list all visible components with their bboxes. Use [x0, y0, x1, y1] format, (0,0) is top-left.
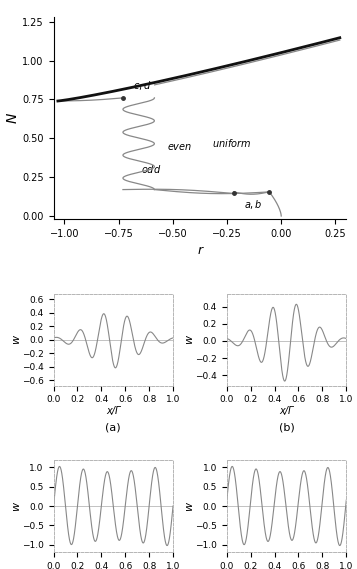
Y-axis label: w: w: [184, 501, 194, 510]
X-axis label: x/Γ: x/Γ: [106, 406, 120, 415]
Text: (a): (a): [105, 422, 121, 432]
X-axis label: x/Γ: x/Γ: [280, 406, 294, 415]
Y-axis label: w: w: [11, 335, 21, 344]
Y-axis label: w: w: [184, 335, 194, 344]
Text: $a,b$: $a,b$: [245, 198, 263, 211]
Text: $uniform$: $uniform$: [212, 137, 251, 149]
Text: (b): (b): [279, 422, 295, 432]
Y-axis label: N: N: [5, 113, 19, 123]
Text: $odd$: $odd$: [141, 163, 162, 175]
X-axis label: r: r: [197, 245, 202, 257]
Text: $even$: $even$: [167, 142, 193, 151]
Y-axis label: w: w: [11, 501, 21, 510]
Text: $c,d$: $c,d$: [133, 80, 151, 92]
